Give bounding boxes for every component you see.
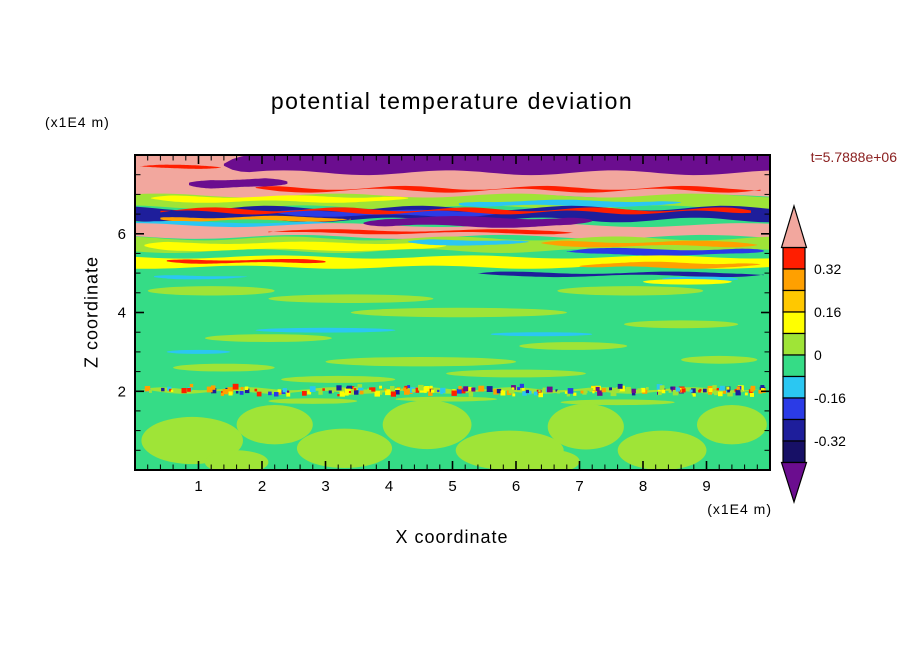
x-tick-label: 4 — [385, 478, 393, 495]
colorbar-cell — [782, 268, 806, 292]
x-axis-label: X coordinate — [395, 527, 509, 547]
z-tick-label: 4 — [118, 305, 126, 322]
x-tick-label: 9 — [702, 478, 710, 495]
colorbar-cell — [782, 397, 806, 421]
colorbar-cell — [782, 332, 806, 356]
z-axis-unit-label: (x1E4 m) — [45, 114, 110, 130]
colorbar-label: 0 — [814, 347, 822, 363]
colorbar: 0.32 0.16 0 -0.16 -0.32 — [780, 203, 846, 504]
colorbar-cell — [782, 418, 806, 442]
x-tick-label: 6 — [512, 478, 520, 495]
x-axis-unit-label: (x1E4 m) — [707, 501, 772, 517]
colorbar-cell — [782, 375, 806, 399]
axis-ticks — [136, 156, 769, 469]
x-tick-label: 1 — [194, 478, 202, 495]
colorbar-cell — [782, 246, 806, 270]
colorbar-cell — [782, 311, 806, 335]
colorbar-label: 0.16 — [814, 304, 841, 320]
z-tick-label: 2 — [118, 383, 126, 400]
timestamp: t=5.7888e+06 — [810, 149, 897, 165]
x-tick-label: 3 — [321, 478, 329, 495]
plot-border — [134, 154, 771, 471]
x-tick-label: 5 — [448, 478, 456, 495]
x-tick-label: 8 — [639, 478, 647, 495]
tick-labels: 1 2 3 4 5 6 7 8 9 2 4 6 — [118, 226, 711, 495]
colorbar-arrow-bottom — [780, 461, 808, 504]
chart-title: potential temperature deviation — [270, 88, 634, 114]
colorbar-label: -0.16 — [814, 390, 846, 406]
colorbar-arrow-top — [780, 203, 808, 249]
x-tick-label: 7 — [575, 478, 583, 495]
colorbar-cell — [782, 354, 806, 378]
x-tick-label: 2 — [258, 478, 266, 495]
colorbar-label: -0.32 — [814, 433, 846, 449]
contour-field — [135, 155, 770, 470]
colorbar-cell — [782, 440, 806, 464]
colorbar-cell — [782, 289, 806, 313]
z-tick-label: 6 — [118, 226, 126, 243]
colorbar-label: 0.32 — [814, 261, 841, 277]
